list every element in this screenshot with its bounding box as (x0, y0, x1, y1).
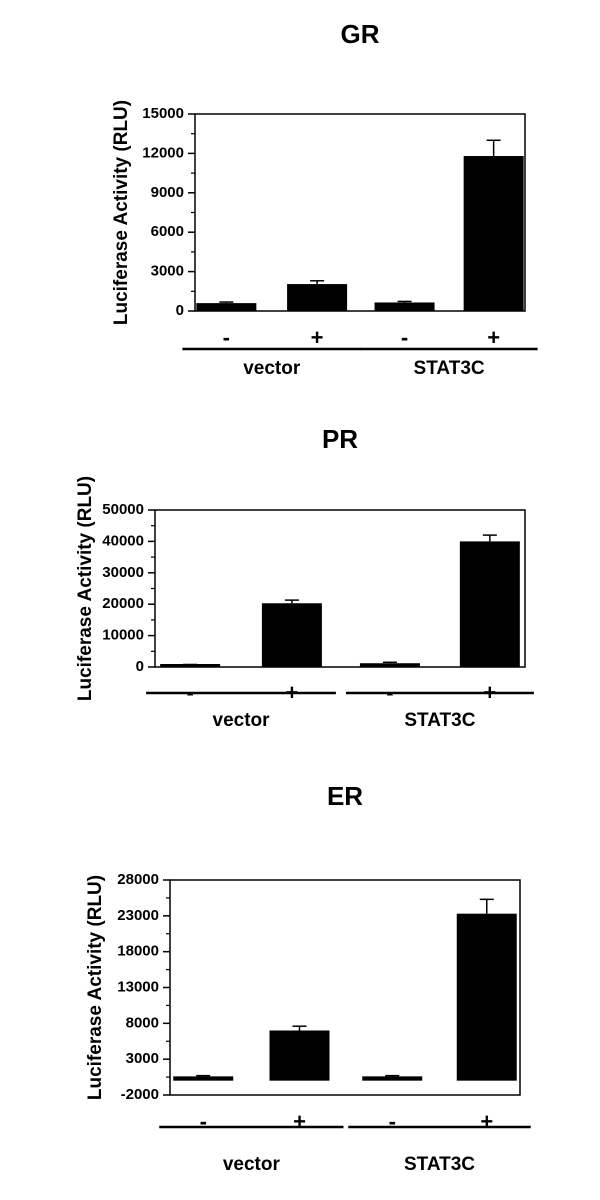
y-tick-label: 3000 (126, 1050, 159, 1067)
treatment-label: - (389, 1109, 396, 1134)
chart-panel-gr: GR Luciferase Activity (RLU) 0 3000 6000 9000… (111, 19, 538, 379)
bar (456, 913, 517, 1081)
y-tick-label: 0 (176, 302, 184, 319)
group-label: STAT3C (404, 1154, 475, 1175)
bar (160, 664, 221, 667)
y-tick-label: 30000 (102, 564, 144, 581)
y-axis-label: Luciferase Activity (RLU) (111, 100, 132, 325)
y-tick-label: 15000 (142, 105, 184, 122)
bar (362, 1076, 423, 1081)
chart-panel-pr: PR Luciferase Activity (RLU) 0 10000 20000 30… (75, 424, 534, 731)
y-tick-label: 8000 (126, 1014, 159, 1031)
bar (359, 663, 420, 667)
y-tick-label: -2000 (121, 1086, 159, 1103)
bar (374, 302, 435, 311)
y-tick-label: 28000 (117, 871, 159, 888)
bar (261, 603, 322, 667)
bar (459, 541, 520, 667)
y-tick-label: 3000 (151, 263, 184, 280)
group-label: vector (213, 710, 271, 731)
bar (173, 1076, 234, 1081)
group-label: vector (223, 1154, 281, 1175)
treatment-label: - (200, 1109, 207, 1134)
y-axis-label: Luciferase Activity (RLU) (85, 875, 106, 1100)
treatment-label: - (401, 325, 408, 350)
chart-title: PR (322, 424, 358, 454)
group-label: vector (243, 358, 301, 379)
y-axis-label: Luciferase Activity (RLU) (75, 476, 96, 701)
y-tick-label: 0 (136, 658, 144, 675)
chart-title: ER (327, 781, 363, 811)
treatment-label: - (223, 325, 230, 350)
group-label: STAT3C (404, 710, 475, 731)
y-tick-label: 9000 (151, 184, 184, 201)
bar (287, 284, 348, 311)
treatment-label: + (480, 1109, 493, 1134)
treatment-label: + (293, 1109, 306, 1134)
y-tick-label: 18000 (117, 943, 159, 960)
y-tick-label: 23000 (117, 907, 159, 924)
chart-panel-er: ER Luciferase Activity (RLU) -2000 3000 8000… (85, 781, 531, 1175)
bar (463, 156, 524, 311)
y-tick-label: 6000 (151, 223, 184, 240)
bar (196, 303, 257, 311)
y-tick-label: 12000 (142, 144, 184, 161)
y-tick-label: 13000 (117, 978, 159, 995)
chart-title: GR (341, 19, 380, 49)
y-tick-label: 40000 (102, 532, 144, 549)
treatment-label: + (487, 325, 500, 350)
group-label: STAT3C (414, 358, 485, 379)
treatment-label: + (311, 325, 324, 350)
y-tick-label: 10000 (102, 627, 144, 644)
y-tick-label: 20000 (102, 595, 144, 612)
y-tick-label: 50000 (102, 501, 144, 518)
bar (269, 1030, 330, 1081)
